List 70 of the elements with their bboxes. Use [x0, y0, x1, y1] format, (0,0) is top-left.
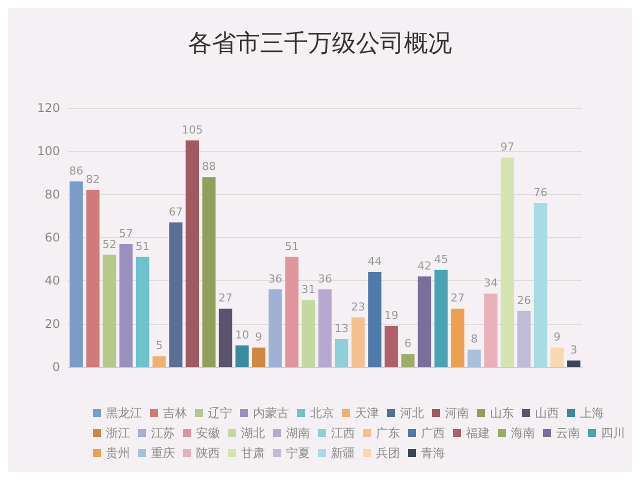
data-label: 27: [218, 292, 233, 305]
data-label: 105: [182, 123, 203, 136]
legend-label: 四川: [601, 426, 625, 440]
y-tick-label: 100: [37, 144, 60, 158]
data-label: 82: [86, 173, 100, 186]
data-label: 23: [351, 300, 366, 314]
legend-label: 浙江: [106, 426, 130, 440]
legend-label: 兵团: [376, 446, 400, 460]
data-label: 5: [156, 339, 163, 352]
y-tick-label: 120: [37, 101, 60, 115]
legend-label: 青海: [421, 446, 445, 460]
data-label: 34: [484, 276, 498, 290]
legend-label: 广东: [376, 426, 400, 440]
y-tick-label: 60: [44, 230, 60, 244]
data-label: 8: [470, 332, 478, 346]
data-label: 13: [334, 322, 349, 335]
legend-label: 北京: [310, 406, 334, 420]
legend-label: 安徽: [196, 426, 220, 440]
data-label: 9: [255, 330, 262, 344]
legend-label: 海南: [511, 426, 535, 440]
data-label: 45: [434, 252, 448, 266]
legend-label: 吉林: [163, 406, 187, 420]
data-label: 6: [404, 337, 412, 350]
data-label: 26: [516, 294, 531, 307]
legend-label: 山西: [535, 406, 559, 420]
data-label: 51: [136, 240, 150, 253]
legend-label: 山东: [490, 406, 514, 420]
data-label: 10: [235, 328, 250, 342]
data-label: 42: [417, 259, 432, 272]
data-label: 86: [69, 164, 84, 178]
legend-label: 天津: [355, 406, 379, 420]
data-label: 9: [554, 330, 561, 344]
y-tick-label: 80: [44, 187, 60, 202]
legend-label: 湖南: [286, 426, 310, 440]
legend-label: 贵州: [106, 446, 130, 460]
data-label: 36: [318, 272, 332, 286]
legend-label: 陕西: [196, 446, 220, 460]
data-label: 31: [301, 283, 316, 296]
legend-label: 上海: [580, 406, 604, 420]
legend-label: 黑龙江: [106, 406, 142, 420]
legend-label: 甘肃: [241, 446, 265, 460]
legend-label: 河南: [445, 406, 469, 420]
y-tick-label: 40: [44, 274, 60, 288]
legend-label: 江西: [331, 426, 355, 440]
legend-label: 辽宁: [208, 406, 232, 420]
data-label: 57: [119, 226, 134, 240]
y-tick-label: 0: [52, 360, 60, 374]
legend-label: 宁夏: [286, 446, 310, 460]
legend-label: 福建: [466, 426, 490, 440]
data-label: 3: [570, 344, 578, 357]
data-label: 51: [284, 240, 299, 253]
data-label: 36: [268, 272, 282, 286]
legend-label: 江苏: [151, 426, 175, 440]
legend-label: 广西: [421, 426, 445, 440]
legend-label: 内蒙古: [253, 406, 289, 420]
y-tick-label: 20: [44, 316, 60, 331]
data-label: 19: [384, 308, 398, 322]
data-label: 67: [168, 205, 183, 218]
data-label: 27: [450, 292, 465, 305]
data-label: 88: [202, 160, 216, 174]
legend-label: 云南: [556, 426, 580, 440]
data-label: 52: [102, 238, 116, 251]
data-label: 44: [368, 255, 382, 268]
legend-label: 湖北: [241, 426, 265, 440]
chart-title: 各省市三千万级公司概况: [188, 29, 452, 57]
data-label: 76: [534, 186, 548, 199]
legend-label: 重庆: [151, 446, 175, 460]
legend-label: 新疆: [331, 446, 355, 460]
legend-label: 河北: [400, 406, 424, 420]
data-label: 97: [500, 140, 514, 154]
